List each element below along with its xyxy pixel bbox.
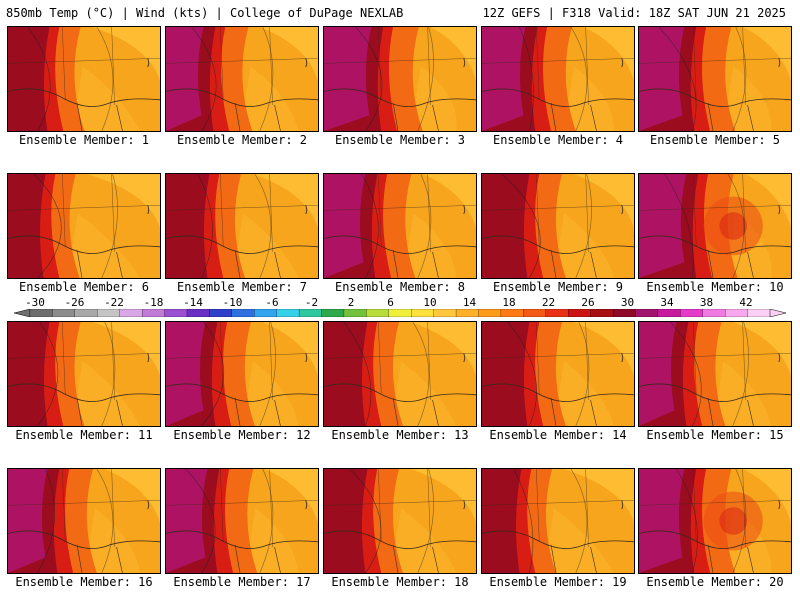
colorbar-tick-label: 10 bbox=[423, 296, 437, 309]
colorbar-tick-label: 6 bbox=[387, 296, 394, 309]
colorbar-segment bbox=[433, 309, 457, 317]
ensemble-member-label: Ensemble Member: 19 bbox=[489, 575, 627, 589]
colorbar-tick-label: 22 bbox=[541, 296, 556, 309]
colorbar-tick-label: -6 bbox=[265, 296, 279, 309]
ensemble-member-label: Ensemble Member: 7 bbox=[176, 280, 308, 294]
colorbar-segment bbox=[29, 309, 54, 317]
colorbar-tick-label: 26 bbox=[581, 296, 595, 309]
colorbar-segment bbox=[411, 309, 435, 317]
ensemble-map-8 bbox=[323, 173, 477, 279]
ensemble-map-13 bbox=[323, 321, 477, 427]
colorbar-tick-label: -2 bbox=[304, 296, 319, 309]
ensemble-map-10 bbox=[638, 173, 792, 279]
colorbar-segment bbox=[74, 309, 98, 317]
ensemble-map-2 bbox=[165, 26, 319, 132]
colorbar-tick-label: 42 bbox=[739, 296, 753, 309]
colorbar-tick-label: 38 bbox=[699, 296, 714, 309]
colorbar-tick-label: 34 bbox=[660, 296, 674, 309]
ensemble-member-label: Ensemble Member: 4 bbox=[492, 133, 624, 147]
ensemble-member-label: Ensemble Member: 6 bbox=[18, 280, 150, 294]
colorbar-tick-label: 2 bbox=[347, 296, 355, 309]
colorbar-segment bbox=[388, 309, 412, 317]
ensemble-member-label: Ensemble Member: 20 bbox=[646, 575, 784, 589]
colorbar-segment bbox=[119, 309, 143, 317]
colorbar-segment bbox=[725, 309, 749, 317]
colorbar-tick-label: 18 bbox=[502, 296, 516, 309]
colorbar-tick-label: -22 bbox=[104, 296, 124, 309]
ensemble-map-1 bbox=[7, 26, 161, 132]
ensemble-map-18 bbox=[323, 468, 477, 574]
ensemble-member-label: Ensemble Member: 10 bbox=[646, 280, 784, 294]
colorbar-segment bbox=[276, 309, 300, 317]
ensemble-member-label: Ensemble Member: 13 bbox=[331, 428, 469, 442]
ensemble-member-label: Ensemble Member: 5 bbox=[649, 133, 781, 147]
ensemble-member-label: Ensemble Member: 2 bbox=[176, 133, 308, 147]
colorbar-ramp bbox=[14, 309, 786, 317]
colorbar-segment bbox=[680, 309, 704, 317]
ensemble-map-17 bbox=[165, 468, 319, 574]
colorbar-segment bbox=[590, 309, 614, 317]
colorbar-segment bbox=[478, 309, 502, 317]
ensemble-map-7 bbox=[165, 173, 319, 279]
colorbar-segment bbox=[612, 309, 637, 317]
ensemble-member-label: Ensemble Member: 16 bbox=[15, 575, 153, 589]
colorbar-segment bbox=[545, 309, 569, 317]
ensemble-map-4 bbox=[481, 26, 635, 132]
colorbar: -30 -26 -22 -18 -14 -10 -6 -2 2 6 10 14 18 22 26 30 34 38… bbox=[0, 296, 800, 322]
header-valid-time: 12Z GEFS | F318 Valid: 18Z SAT JUN 21 20… bbox=[482, 6, 786, 20]
ensemble-member-label: Ensemble Member: 9 bbox=[492, 280, 624, 294]
colorbar-segment bbox=[702, 309, 726, 317]
ensemble-map-20 bbox=[638, 468, 792, 574]
colorbar-segment bbox=[455, 309, 480, 317]
colorbar-segment bbox=[343, 309, 368, 317]
colorbar-segment bbox=[254, 309, 278, 317]
ensemble-member-label: Ensemble Member: 15 bbox=[646, 428, 784, 442]
colorbar-tick-label: -30 bbox=[25, 296, 45, 309]
ensemble-member-label: Ensemble Member: 14 bbox=[489, 428, 627, 442]
colorbar-segment bbox=[164, 309, 188, 317]
ensemble-map-9 bbox=[481, 173, 635, 279]
colorbar-segment bbox=[568, 309, 592, 317]
ensemble-map-6 bbox=[7, 173, 161, 279]
ensemble-map-12 bbox=[165, 321, 319, 427]
colorbar-segment bbox=[747, 309, 771, 317]
colorbar-segment bbox=[321, 309, 345, 317]
ensemble-map-5 bbox=[638, 26, 792, 132]
colorbar-tick-label: 30 bbox=[620, 296, 635, 309]
colorbar-tick-label: -18 bbox=[143, 296, 164, 309]
header-title: 850mb Temp (°C) | Wind (kts) | College o… bbox=[6, 6, 404, 20]
colorbar-segment bbox=[186, 309, 211, 317]
colorbar-tick-label: -10 bbox=[222, 296, 243, 309]
ensemble-map-14 bbox=[481, 321, 635, 427]
ensemble-member-label: Ensemble Member: 12 bbox=[173, 428, 311, 442]
colorbar-segment bbox=[298, 309, 323, 317]
colorbar-segment bbox=[366, 309, 390, 317]
colorbar-tick-label: -26 bbox=[64, 296, 85, 309]
colorbar-segment bbox=[141, 309, 166, 317]
colorbar-segment bbox=[231, 309, 255, 317]
colorbar-tick-label: 14 bbox=[462, 296, 477, 309]
colorbar-segment bbox=[635, 309, 659, 317]
ensemble-member-label: Ensemble Member: 18 bbox=[331, 575, 469, 589]
ensemble-map-15 bbox=[638, 321, 792, 427]
ensemble-member-label: Ensemble Member: 1 bbox=[18, 133, 150, 147]
ensemble-member-label: Ensemble Member: 3 bbox=[334, 133, 466, 147]
colorbar-segment bbox=[209, 309, 233, 317]
colorbar-segment bbox=[97, 309, 121, 317]
ensemble-map-3 bbox=[323, 26, 477, 132]
ensemble-member-label: Ensemble Member: 8 bbox=[334, 280, 466, 294]
ensemble-map-16 bbox=[7, 468, 161, 574]
colorbar-segment bbox=[657, 309, 681, 317]
colorbar-segment bbox=[52, 309, 76, 317]
colorbar-tick-label: -14 bbox=[183, 296, 203, 309]
ensemble-map-11 bbox=[7, 321, 161, 427]
colorbar-segment bbox=[500, 309, 524, 317]
ensemble-map-19 bbox=[481, 468, 635, 574]
colorbar-segment bbox=[523, 309, 547, 317]
ensemble-member-label: Ensemble Member: 17 bbox=[173, 575, 311, 589]
ensemble-member-label: Ensemble Member: 11 bbox=[15, 428, 153, 442]
